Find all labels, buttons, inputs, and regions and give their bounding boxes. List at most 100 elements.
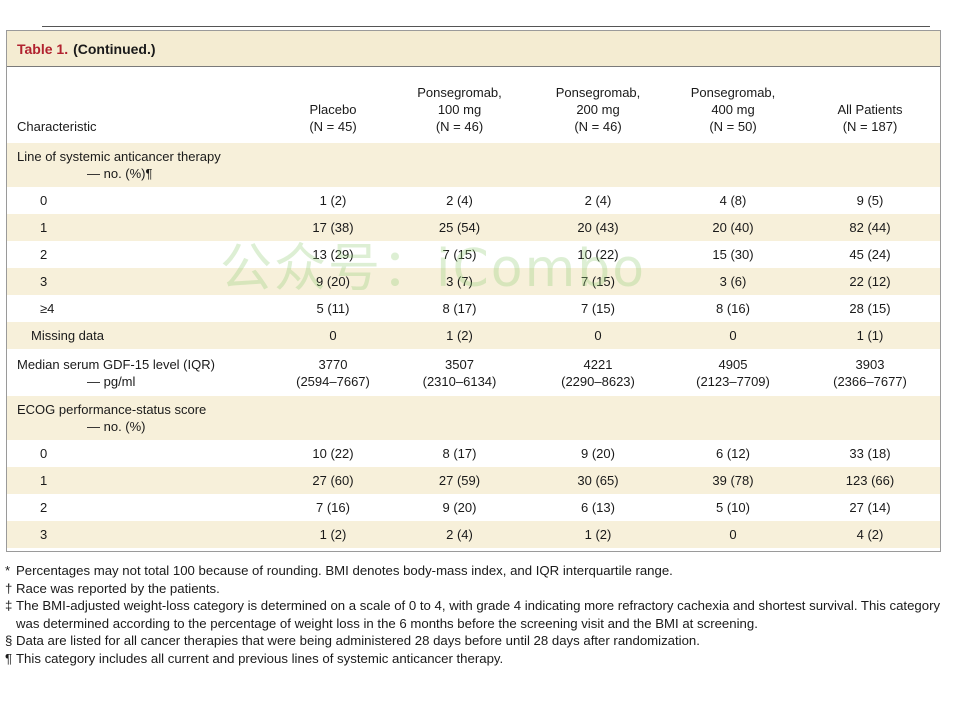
footnote-text: This category includes all current and p… xyxy=(16,650,504,666)
header-line: Ponsegromab, xyxy=(690,85,776,100)
table-cell: 6 (12) xyxy=(716,446,750,461)
row-label-line: Missing data xyxy=(31,328,104,343)
table-row: 0 1 (2) 2 (4) 2 (4) 4 (8) 9 (5) xyxy=(7,187,940,214)
row-label-line: 1 xyxy=(40,473,48,488)
table-body: Line of systemic anticancer therapy — no.… xyxy=(7,143,940,548)
table-cell: 7 (16) xyxy=(316,500,350,515)
table-row: 0 10 (22) 8 (17) 9 (20) 6 (12) 33 (18) xyxy=(7,440,940,467)
cell-line: (2310–6134) xyxy=(422,373,497,389)
row-label-line: 3 xyxy=(40,527,48,542)
table-cell: 27 (60) xyxy=(277,467,389,494)
table-number: Table 1. xyxy=(17,40,69,57)
cell-line: 3903 xyxy=(855,356,885,372)
table-cell xyxy=(530,396,666,440)
table-cell: 123 (66) xyxy=(800,467,940,494)
row-label-line: 1 xyxy=(40,220,48,235)
table-cell: 20 (43) xyxy=(530,214,666,241)
cell-line: (2290–8623) xyxy=(561,373,635,389)
table-cell: 9 (5) xyxy=(856,193,884,208)
table-cell: 82 (44) xyxy=(800,214,940,241)
table-cell xyxy=(389,143,530,187)
table-cell: 6 (13) xyxy=(581,500,615,515)
table-cell: 2 (4) xyxy=(389,521,530,548)
table-row: 3 9 (20) 3 (7) 7 (15) 3 (6) 22 (12) xyxy=(7,268,940,295)
cell-line: (2594–7667) xyxy=(296,373,370,389)
column-header-1: Placebo (N = 45) xyxy=(277,67,389,143)
header-line: 400 mg xyxy=(711,102,755,117)
table-cell: 7 (15) xyxy=(442,247,477,262)
table-cell: 5 (11) xyxy=(316,301,350,316)
table-cell: 9 (20) xyxy=(277,268,389,295)
table-cell: 17 (38) xyxy=(277,214,389,241)
footnote-symbol: § xyxy=(5,633,13,649)
table-cell: 1 (2) xyxy=(319,193,347,208)
footnote: ‡ The BMI-adjusted weight-loss category i… xyxy=(5,597,950,632)
footnote-text: The BMI-adjusted weight-loss category is… xyxy=(16,598,941,631)
footnote: ¶ This category includes all current and … xyxy=(5,650,950,668)
table-cell xyxy=(800,396,940,440)
footnote: § Data are listed for all cancer therapie… xyxy=(5,632,950,650)
row-label: 1 xyxy=(7,214,277,241)
header-line: (N = 46) xyxy=(574,119,622,134)
table-cell: 45 (24) xyxy=(849,247,891,262)
footnote-text: Data are listed for all cancer therapies… xyxy=(16,633,700,649)
table-cell: 0 xyxy=(530,322,666,349)
table-cell: 25 (54) xyxy=(389,214,530,241)
table-cell: 1 (2) xyxy=(277,521,389,548)
header-line: Ponsegromab, xyxy=(417,85,502,100)
table-row: ≥4 5 (11) 8 (17) 7 (15) 8 (16) 28 (15) xyxy=(7,295,940,322)
row-label-line: — pg/ml xyxy=(87,373,136,389)
cell-line: 3770 xyxy=(318,356,348,372)
table-cell xyxy=(530,143,666,187)
footnotes: * Percentages may not total 100 because o… xyxy=(5,562,950,668)
table-row: Median serum GDF-15 level (IQR) — pg/ml 37… xyxy=(7,349,940,396)
column-header-characteristic: Characteristic xyxy=(7,67,277,143)
row-label: 0 xyxy=(7,440,277,467)
table-cell: 3 (7) xyxy=(389,268,530,295)
table-cell: 39 (78) xyxy=(666,467,800,494)
table-cell: 1 (2) xyxy=(389,322,530,349)
row-label: 2 xyxy=(7,494,277,521)
footnote-text: Race was reported by the patients. xyxy=(16,580,220,596)
footnote-symbol: ¶ xyxy=(5,650,13,666)
row-label-line: ECOG performance-status score xyxy=(17,402,207,417)
table-cell: 0 xyxy=(666,322,800,349)
row-label-line: ≥4 xyxy=(40,301,55,316)
row-label: Median serum GDF-15 level (IQR) — pg/ml xyxy=(7,349,277,396)
footnote-text: Percentages may not total 100 because of… xyxy=(16,563,673,578)
table-row: Line of systemic anticancer therapy — no.… xyxy=(7,143,940,187)
cell-line: 4221 xyxy=(583,356,613,372)
row-label: ECOG performance-status score — no. (%) xyxy=(7,396,277,440)
table-title: Table 1. (Continued.) xyxy=(7,31,940,67)
row-label-line: 2 xyxy=(40,247,48,262)
header-line: (N = 50) xyxy=(709,119,757,134)
row-label-line: Median serum GDF-15 level (IQR) xyxy=(17,356,215,372)
table-cell: 10 (22) xyxy=(312,446,354,461)
row-label: 2 xyxy=(7,241,277,268)
table-cell: 3903 (2366–7677) xyxy=(800,349,940,396)
row-label: ≥4 xyxy=(7,295,277,322)
table-cell: 1 (2) xyxy=(530,521,666,548)
footnote: † Race was reported by the patients. xyxy=(5,580,950,598)
column-header-5: All Patients (N = 187) xyxy=(800,67,940,143)
table-cell xyxy=(389,396,530,440)
table-continued-label: (Continued.) xyxy=(73,40,156,57)
header-line: (N = 45) xyxy=(309,119,357,134)
footnote-symbol: † xyxy=(5,580,13,596)
table-cell: 2 (4) xyxy=(584,193,612,208)
data-table: Characteristic Placebo (N = 45) Ponsegromab… xyxy=(7,67,940,548)
header-row: Characteristic Placebo (N = 45) Ponsegromab… xyxy=(7,67,940,143)
table-cell: 13 (29) xyxy=(312,247,354,262)
table-cell: 15 (30) xyxy=(712,247,754,262)
header-line: Placebo xyxy=(309,102,357,117)
table-row: 2 13 (29) 7 (15) 10 (22) 15 (30) 45 (24) xyxy=(7,241,940,268)
table-cell xyxy=(277,143,389,187)
header-line: All Patients xyxy=(837,102,903,117)
table-cell: 27 (14) xyxy=(849,500,891,515)
table-cell: 4 (2) xyxy=(800,521,940,548)
row-label-line: — no. (%)¶ xyxy=(87,166,153,181)
top-rule xyxy=(42,26,930,27)
table-cell: 1 (1) xyxy=(800,322,940,349)
cell-line: (2366–7677) xyxy=(833,373,907,389)
